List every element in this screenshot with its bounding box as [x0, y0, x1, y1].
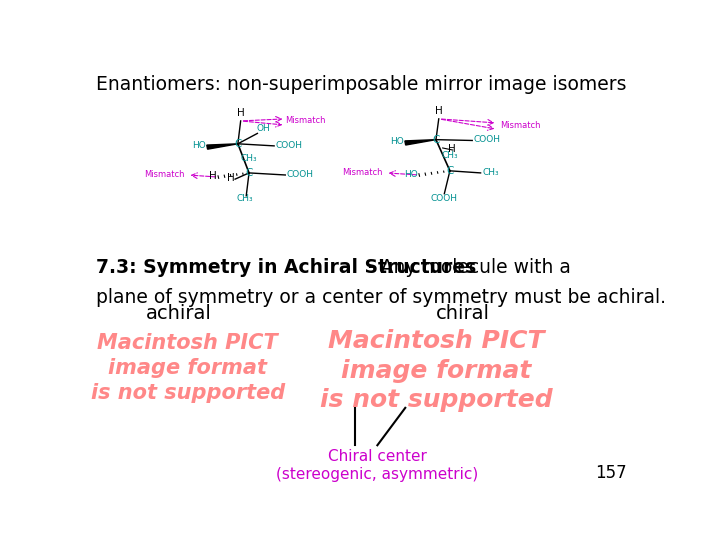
- Text: C: C: [234, 139, 241, 149]
- Text: H: H: [209, 171, 217, 181]
- Text: Mismatch: Mismatch: [343, 168, 383, 178]
- Text: Mismatch: Mismatch: [500, 120, 541, 130]
- Text: H: H: [435, 105, 443, 116]
- Text: COOH: COOH: [474, 135, 501, 144]
- Text: C: C: [246, 168, 253, 178]
- Text: 7.3: Symmetry in Achiral Structures: 7.3: Symmetry in Achiral Structures: [96, 258, 476, 277]
- Text: HO: HO: [390, 137, 404, 146]
- Text: CH₃: CH₃: [441, 151, 458, 160]
- Text: chiral: chiral: [436, 304, 490, 323]
- Text: H: H: [228, 173, 235, 183]
- Text: C: C: [432, 134, 440, 145]
- Text: achiral: achiral: [145, 304, 212, 323]
- Text: OH: OH: [256, 124, 270, 133]
- Text: CH₃: CH₃: [240, 154, 257, 163]
- Text: HO: HO: [404, 170, 418, 179]
- Text: plane of symmetry or a center of symmetry must be achiral.: plane of symmetry or a center of symmetr…: [96, 288, 665, 307]
- Text: Macintosh PICT
image format
is not supported: Macintosh PICT image format is not suppo…: [320, 329, 552, 412]
- Text: Mismatch: Mismatch: [144, 171, 185, 179]
- Text: Chiral center
(stereogenic, asymmetric): Chiral center (stereogenic, asymmetric): [276, 449, 479, 482]
- Text: Macintosh PICT
image format
is not supported: Macintosh PICT image format is not suppo…: [91, 333, 285, 403]
- Text: COOH: COOH: [276, 140, 303, 150]
- Text: HO: HO: [192, 141, 205, 150]
- Text: C: C: [446, 166, 454, 176]
- Text: H: H: [449, 144, 456, 154]
- Text: - Any molecule with a: - Any molecule with a: [362, 258, 571, 277]
- Text: H: H: [237, 107, 245, 118]
- Text: Mismatch: Mismatch: [285, 117, 325, 125]
- Text: CH₃: CH₃: [482, 167, 499, 177]
- Text: Enantiomers: non-superimposable mirror image isomers: Enantiomers: non-superimposable mirror i…: [96, 75, 626, 94]
- Text: COOH: COOH: [287, 170, 314, 179]
- Polygon shape: [405, 140, 436, 145]
- Text: COOH: COOH: [431, 194, 458, 202]
- Polygon shape: [207, 144, 238, 149]
- Text: CH₃: CH₃: [236, 194, 253, 202]
- Text: 157: 157: [595, 464, 626, 482]
